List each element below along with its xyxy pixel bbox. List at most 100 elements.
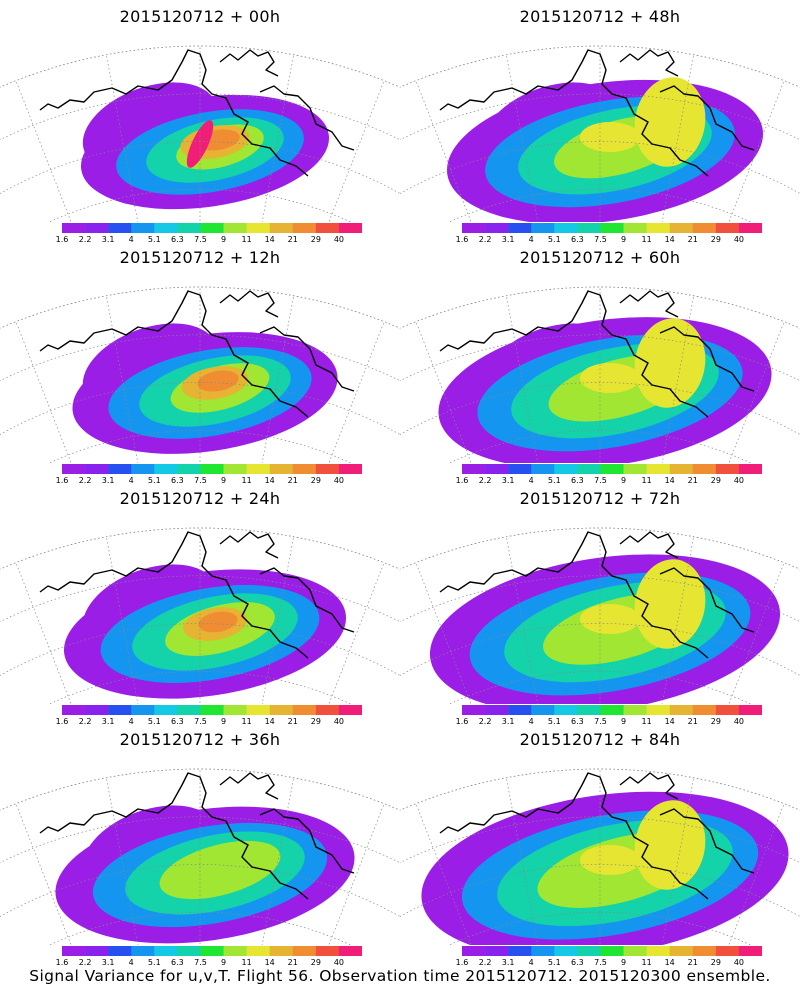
colorbar-swatch [554,223,578,233]
colorbar-swatch [131,223,155,233]
colorbar-label: 29 [710,717,721,726]
colorbar-label: 2.2 [478,476,492,485]
variance-contour [197,370,239,392]
colorbar-label: 40 [333,717,345,726]
colorbar-label: 3.1 [501,235,515,244]
colorbar-label: 29 [710,476,721,485]
colorbar-label: 5.1 [147,717,161,726]
colorbar-swatch [315,464,340,474]
colorbar-swatch [154,464,178,474]
variance-map [0,286,400,463]
colorbar-label: 2.2 [478,717,492,726]
colorbar-swatch [508,705,532,715]
forecast-panel: 2015120712 + 84h 1.6 2.2 3.1 4 5.1 6.3 7.5 9 11 14… [400,723,800,968]
colorbar-label: 7.5 [194,476,207,485]
colorbar-swatch [738,464,762,474]
colorbar-swatch [462,946,486,956]
colorbar-label: 9 [220,717,227,726]
colorbar-label: 3.1 [501,476,515,485]
graticule [400,527,800,704]
variance-map [400,45,800,222]
graticule [0,45,400,222]
colorbar-label: 14 [664,235,675,244]
colorbar-label: 9 [220,476,227,485]
coastline [39,49,355,177]
colorbar-label: 21 [687,958,698,967]
colorbar-swatch [577,223,601,233]
colorbar-label: 21 [687,235,698,244]
colorbar-swatch [269,705,294,715]
panel-title: 2015120712 + 00h [119,7,281,26]
forecast-panel: 2015120712 + 60h 1.6 2.2 3.1 4 5.1 6.3 7.5 9 11 14… [400,241,800,486]
variance-contour [580,845,640,875]
panel-title: 2015120712 + 84h [519,730,681,749]
colorbar-label: 40 [733,958,745,967]
colorbar-swatch [315,705,340,715]
colorbar-swatch [577,464,601,474]
colorbar-labels: 1.6 2.2 3.1 4 5.1 6.3 7.5 9 11 14 21 29 40 [456,476,762,488]
colorbar-swatch [338,705,362,715]
colorbar-swatch [108,464,132,474]
colorbar-label: 5.1 [547,235,561,244]
colorbar-swatch [508,223,532,233]
colorbar-label: 21 [287,958,298,967]
colorbar-swatch [600,946,624,956]
colorbar-swatch [692,705,717,715]
panel-title: 2015120712 + 12h [119,248,281,267]
colorbar-labels: 1.6 2.2 3.1 4 5.1 6.3 7.5 9 11 14 21 29 40 [56,717,362,729]
colorbar-swatch [531,223,555,233]
colorbar-swatch [692,946,717,956]
forecast-panel: 2015120712 + 72h 1.6 2.2 3.1 4 5.1 6.3 7.5 9 11 14… [400,482,800,727]
colorbar-swatch [600,705,624,715]
colorbar-swatch [462,705,486,715]
colorbar-label: 11 [641,958,652,967]
panel-title: 2015120712 + 24h [119,489,281,508]
colorbar-swatch [692,223,717,233]
colorbar-label: 5.1 [147,476,161,485]
forecast-panel: 2015120712 + 48h 1.6 2.2 3.1 4 5.1 6.3 7.5 9 11 14… [400,0,800,245]
colorbar-label: 21 [287,476,298,485]
colorbar-labels: 1.6 2.2 3.1 4 5.1 6.3 7.5 9 11 14 21 29 40 [56,958,362,970]
variance-contour [580,122,640,152]
colorbar-label: 29 [310,476,321,485]
colorbar-label: 40 [733,476,745,485]
colorbar-swatch [154,223,178,233]
colorbar-label: 1.6 [55,958,69,967]
colorbar-label: 2.2 [478,958,492,967]
colorbar-swatch [715,705,740,715]
colorbar-swatch [108,946,132,956]
colorbar-label: 1.6 [55,476,69,485]
colorbar-label: 4 [528,958,534,967]
colorbar-label: 2.2 [78,476,92,485]
coastline [39,290,355,418]
colorbar-label: 7.5 [594,476,607,485]
colorbar-swatch [669,946,694,956]
colorbar-label: 11 [241,717,252,726]
colorbar-swatch [200,946,224,956]
colorbar-label: 3.1 [101,958,115,967]
coastline [439,531,755,659]
colorbar-swatch [223,464,247,474]
colorbar-swatch [531,946,555,956]
colorbar-swatch [600,464,624,474]
variance-map [0,768,400,945]
colorbar-label: 29 [710,235,721,244]
colorbar-swatch [223,705,247,715]
variance-contour [580,604,640,634]
colorbar-label: 14 [664,476,675,485]
colorbar-swatch [485,464,509,474]
colorbar-label: 1.6 [55,717,69,726]
coastline [39,772,355,900]
colorbar-swatch [269,946,294,956]
coastline [439,49,755,177]
panel-title: 2015120712 + 36h [119,730,281,749]
colorbar-swatch [531,464,555,474]
colorbar-label: 14 [264,235,275,244]
colorbar-label: 9 [620,717,627,726]
panel-title: 2015120712 + 72h [519,489,681,508]
colorbar-label: 11 [241,958,252,967]
colorbar-label: 3.1 [101,476,115,485]
colorbar [462,705,762,715]
colorbar-label: 9 [620,235,627,244]
colorbar-label: 4 [528,235,534,244]
